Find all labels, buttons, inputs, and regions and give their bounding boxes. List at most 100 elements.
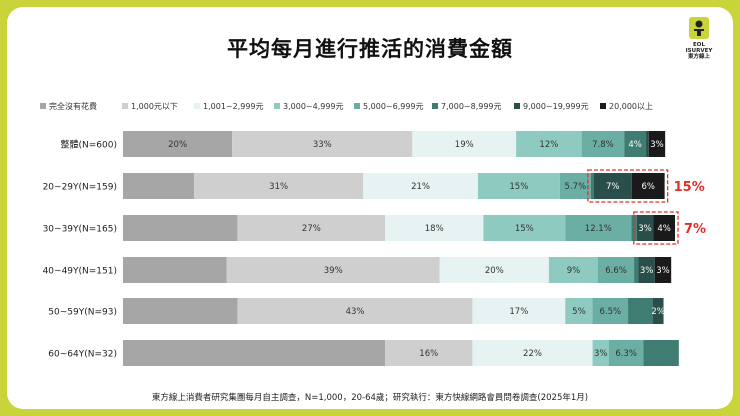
highlight-box: [587, 169, 669, 203]
bar-segment: [593, 173, 632, 199]
legend-label: 7,000~8,999元: [441, 102, 502, 111]
bar-data-label: 31%: [269, 182, 288, 192]
bar-data-label: 15%: [515, 224, 534, 234]
legend-item: 9,000~19,999元: [514, 101, 589, 113]
legend-swatch: [194, 103, 200, 109]
bar-data-label: 12.1%: [585, 224, 612, 234]
bar-segment: [608, 340, 644, 366]
bar-data-label: 19%: [455, 140, 474, 150]
legend-swatch: [40, 103, 46, 109]
bar-segment: [439, 257, 549, 283]
bar-data-label: 18%: [425, 224, 444, 234]
bar-data-label: 12%: [539, 140, 558, 150]
chart-title: 平均每月進行推活的消費金額: [227, 37, 513, 61]
bar-data-label: 5.7%: [565, 182, 587, 192]
stacked-bar-chart: 整體(N=600) 20% 33% 19% 12% 7.8% 4% 3% 20~29Y(N=15…: [43, 131, 706, 366]
bar-data-label: 7%: [606, 182, 620, 192]
legend-item: 1,001~2,999元: [194, 101, 264, 113]
bar-segment: [226, 257, 440, 283]
bar-segment: [565, 215, 632, 241]
legend-item: 1,000元以下: [122, 101, 178, 113]
legend-swatch: [432, 103, 438, 109]
legend-label: 5,000~6,999元: [363, 102, 424, 111]
bar-data-label: 6.6%: [605, 266, 627, 276]
bar-segment: [516, 131, 582, 157]
bar-segment: [592, 298, 629, 324]
bar-data-label: 5%: [572, 307, 586, 317]
bar-segment: [385, 340, 473, 366]
eol-isurvey-logo: EOL ISURVEY 東方線上: [679, 17, 719, 73]
legend-item: 7,000~8,999元: [432, 101, 502, 113]
legend-swatch: [354, 103, 360, 109]
bar-segment: [648, 131, 666, 157]
bar-segment: [193, 173, 364, 199]
bar-data-label: 21%: [411, 182, 430, 192]
row-category-label: 整體(N=600): [61, 139, 117, 151]
legend-label: 1,000元以下: [131, 102, 178, 111]
legend-label: 完全沒有花費: [49, 102, 97, 111]
bar-segment: [643, 340, 679, 366]
bar-segment: [636, 215, 654, 241]
bar-segment: [123, 173, 194, 199]
chart-card: 平均每月進行推活的消費金額 EOL ISURVEY 東方線上 完全沒有花費 1,0…: [7, 7, 733, 409]
bar-segment: [477, 173, 560, 199]
legend-label: 20,000以上: [609, 102, 653, 111]
legend-item: 5,000~6,999元: [354, 101, 424, 113]
row-category-label: 40~49Y(N=151): [43, 267, 117, 277]
legend-swatch: [274, 103, 280, 109]
bar-data-label: 3%: [656, 266, 670, 276]
highlight-annotation: 15%: [674, 180, 705, 195]
bar-data-label: 6%: [642, 182, 656, 192]
bar-data-label: 33%: [313, 140, 332, 150]
bar-data-label: 15%: [509, 182, 528, 192]
bar-segment: [581, 131, 625, 157]
bar-segment: [592, 340, 609, 366]
bar-segment: [412, 131, 517, 157]
legend-label: 9,000~19,999元: [523, 102, 589, 111]
bar-segment: [237, 215, 386, 241]
bar-data-label: 2%: [651, 307, 665, 317]
bar-segment: [472, 298, 566, 324]
bar-segment: [652, 298, 664, 324]
logo-text-company: 東方線上: [687, 54, 710, 60]
bar-data-label: 4%: [628, 140, 642, 150]
bar-data-label: 39%: [324, 266, 343, 276]
bar-segment: [653, 215, 676, 241]
bar-data-label: 20%: [485, 266, 504, 276]
bar-segment: [565, 298, 593, 324]
legend-item: 3,000~4,999元: [274, 101, 344, 113]
bar-segment: [123, 215, 238, 241]
bar-segment: [631, 215, 637, 241]
chart-footnote: 東方線上消費者研究集團每月自主調查，N=1,000，20-64歲；研究執行：東方…: [151, 393, 589, 403]
bar-segment: [483, 215, 566, 241]
bar-data-label: 43%: [346, 307, 365, 317]
bar-segment: [634, 257, 639, 283]
bar-data-label: 3%: [638, 224, 652, 234]
bar-segment: [559, 173, 591, 199]
bar-data-label: 17%: [509, 307, 528, 317]
bar-data-label: 16%: [419, 349, 438, 359]
bar-segment: [385, 215, 484, 241]
row-category-label: 50~59Y(N=93): [48, 308, 117, 318]
bar-data-label: 4%: [657, 224, 671, 234]
row-category-label: 20~29Y(N=159): [43, 183, 117, 193]
bar-segment: [631, 173, 665, 199]
legend-label: 1,001~2,999元: [203, 102, 264, 111]
bar-segment: [363, 173, 478, 199]
bar-data-label: 27%: [302, 224, 321, 234]
bar-segment: [123, 131, 233, 157]
bar-segment: [624, 131, 647, 157]
bar-data-label: 20%: [168, 140, 187, 150]
bar-segment: [628, 298, 653, 324]
legend-item: 完全沒有花費: [40, 101, 97, 113]
bar-segment: [123, 257, 227, 283]
bar-segment: [590, 173, 594, 199]
row-category-label: 60~64Y(N=32): [48, 350, 117, 360]
bar-segment: [232, 131, 413, 157]
legend-swatch: [514, 103, 520, 109]
bar-data-label: 3%: [594, 349, 608, 359]
row-category-label: 30~39Y(N=165): [43, 225, 117, 235]
bar-data-label: 3%: [650, 140, 664, 150]
bar-data-label: 22%: [523, 349, 542, 359]
legend-swatch: [122, 103, 128, 109]
